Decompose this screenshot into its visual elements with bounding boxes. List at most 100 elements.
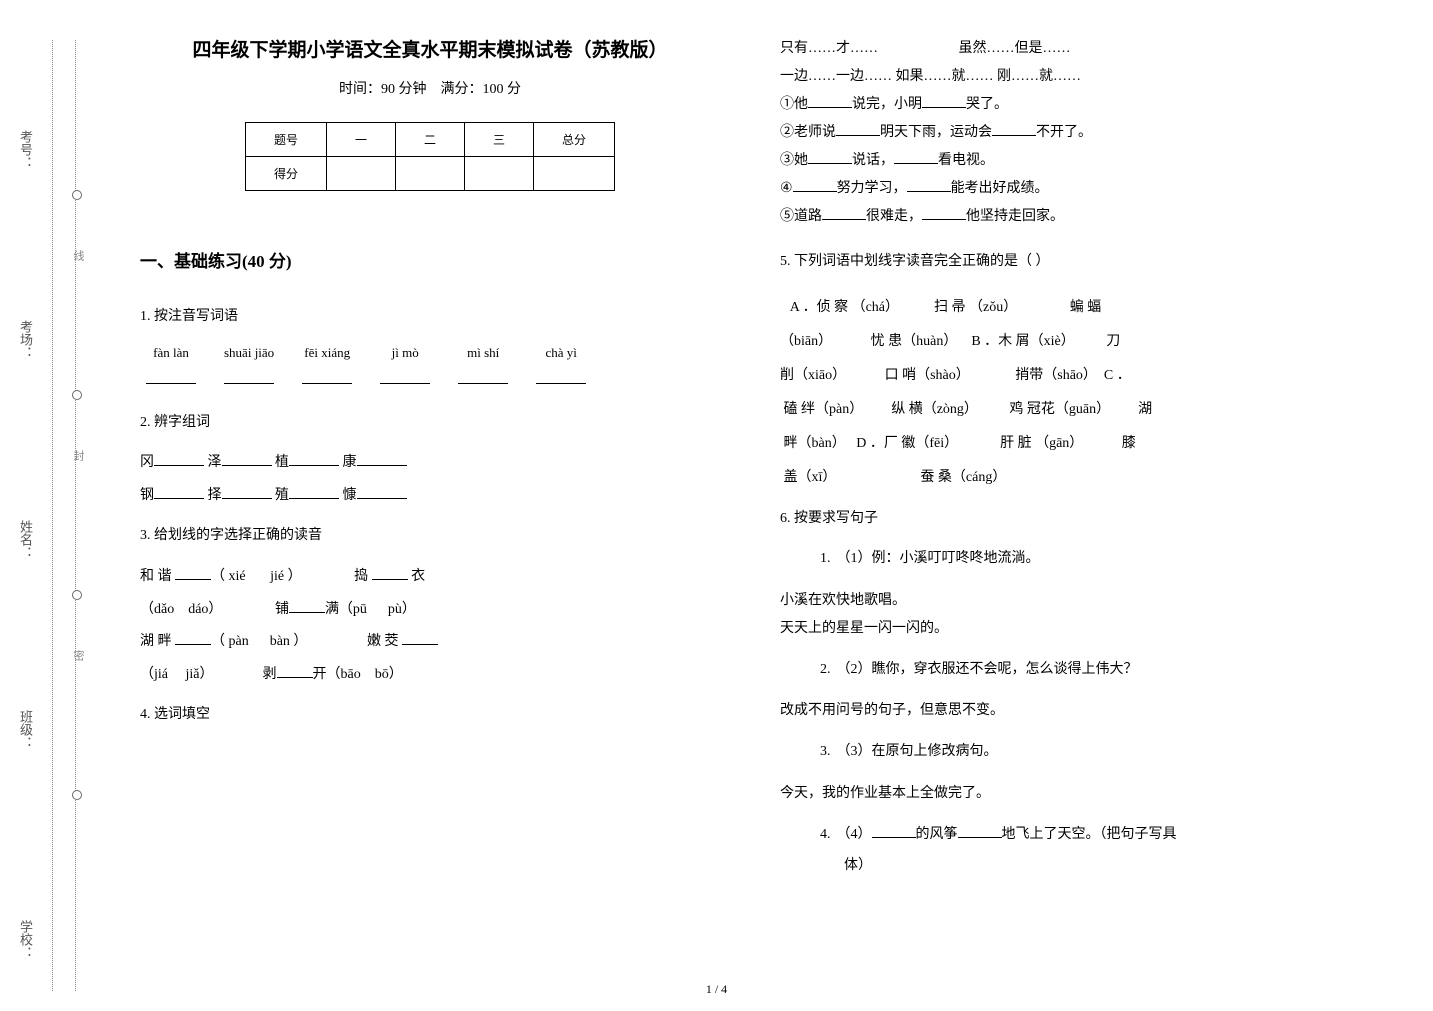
sub-text: （4）	[837, 827, 872, 842]
blank	[536, 367, 586, 384]
char: 慷	[343, 488, 357, 503]
char: 冈	[140, 455, 154, 470]
sent-text: ②老师说	[780, 125, 836, 140]
blank	[808, 149, 852, 164]
blank	[175, 630, 211, 645]
section-title: 一、基础练习(40 分)	[140, 247, 720, 272]
q6-sub3: 3. （3）在原句上修改病句。	[820, 739, 1360, 766]
fold-circle	[72, 390, 82, 400]
blank	[277, 663, 313, 678]
q2-row1: 冈 泽 植 康	[140, 450, 720, 477]
q2-row2: 钢 择 殖 慷	[140, 483, 720, 510]
char: 康	[343, 455, 357, 470]
blank	[289, 484, 339, 499]
blank	[894, 149, 938, 164]
blank	[224, 367, 274, 384]
blank	[836, 121, 880, 136]
margin-label-id: 考号：	[16, 130, 35, 169]
blank	[872, 823, 916, 838]
q6-line4: 今天，我的作业基本上全做完了。	[780, 780, 1360, 808]
q6-line3: 改成不用问号的句子，但意思不变。	[780, 697, 1360, 725]
pinyin-item: fàn làn	[146, 345, 196, 384]
sub-text: （2）瞧你，穿衣服还不会呢，怎么谈得上伟大？	[837, 662, 1138, 677]
blank	[822, 205, 866, 220]
fold-text: 线	[70, 250, 86, 267]
q3-text: 开（bāo bō）	[313, 667, 403, 682]
sub-text: 地飞上了天空。（把句子写具	[1002, 827, 1177, 842]
fold-circle	[72, 790, 82, 800]
time-label: 时间：90 分钟	[339, 82, 427, 97]
sub-text: （3）在原句上修改病句。	[837, 744, 998, 759]
page-subtitle: 时间：90 分钟 满分：100 分	[140, 78, 720, 98]
score-cell	[465, 157, 534, 191]
pinyin-text: fàn làn	[153, 345, 189, 360]
q5-choice-line: 畔（bàn） D ．厂 徽（fēi） 肝 脏 （gān） 膝	[780, 430, 1360, 458]
sent-text: ①他	[780, 97, 808, 112]
q5-choice-line: 磕 绊（pàn） 纵 横（zòng） 鸡 冠花（guān） 湖	[780, 396, 1360, 424]
sub-num: 3.	[820, 744, 831, 759]
fold-line-right	[75, 40, 76, 991]
margin-label-name: 姓名：	[16, 520, 35, 559]
fold-text: 密	[70, 650, 86, 667]
q5-choice-line: A ．侦 察 （chá） 扫 帚 （zǒu） 蝙 蝠	[780, 294, 1360, 322]
blank	[922, 205, 966, 220]
q3-text: 嫩 茭	[307, 634, 402, 649]
sub-text: （1）例：小溪叮叮咚咚地流淌。	[837, 551, 1040, 566]
blank	[907, 177, 951, 192]
pinyin-text: jì mò	[392, 345, 419, 360]
score-header: 三	[465, 123, 534, 157]
score-header: 二	[395, 123, 464, 157]
sent-text: ⑤道路	[780, 209, 822, 224]
q4-sentence: ②老师说明天下雨，运动会不开了。	[780, 119, 1360, 147]
q3-text: 和 谐	[140, 569, 175, 584]
pinyin-text: shuāi jiāo	[224, 345, 274, 360]
binding-margin: 学校： 班级： 姓名： 考场： 考号： 线 封 密	[0, 0, 130, 1011]
q5-label: 5. 下列词语中划线字读音完全正确的是（ ）	[780, 249, 1360, 276]
blank	[922, 93, 966, 108]
pinyin-text: mì shí	[467, 345, 499, 360]
blank	[222, 484, 272, 499]
q3-label: 3. 给划线的字选择正确的读音	[140, 523, 720, 550]
score-cell	[326, 157, 395, 191]
score-header: 题号	[245, 123, 326, 157]
q3-text: （ pàn bàn ）	[211, 634, 307, 649]
page-number: 1 / 4	[706, 982, 727, 997]
full-score-label: 满分：100 分	[441, 82, 522, 97]
score-cell	[534, 157, 615, 191]
blank	[175, 565, 211, 580]
q3-text: （ xié jié ）	[211, 569, 302, 584]
margin-label-class: 班级：	[16, 710, 35, 749]
sub-num: 1.	[820, 551, 831, 566]
q4-sentence: ①他说完，小明哭了。	[780, 91, 1360, 119]
fold-circle	[72, 590, 82, 600]
sub-num: 2.	[820, 662, 831, 677]
score-header: 一	[326, 123, 395, 157]
sent-text: ③她	[780, 153, 808, 168]
q4-sentence: ⑤道路很难走，他坚持走回家。	[780, 203, 1360, 231]
blank	[222, 451, 272, 466]
sub-text: 的风筝	[916, 827, 958, 842]
pinyin-item: mì shí	[458, 345, 508, 384]
sent-text: 不开了。	[1036, 125, 1092, 140]
fold-circle	[72, 190, 82, 200]
sent-text: 哭了。	[966, 97, 1008, 112]
blank	[302, 367, 352, 384]
q1-label: 1. 按注音写词语	[140, 304, 720, 331]
sent-text: 能考出好成绩。	[951, 181, 1049, 196]
score-header: 总分	[534, 123, 615, 157]
page-title: 四年级下学期小学语文全真水平期末模拟试卷（苏教版）	[140, 35, 720, 62]
pinyin-item: chà yì	[536, 345, 586, 384]
q3-text: （dǎo dáo）	[140, 602, 222, 617]
q3-line2: （dǎo dáo） 铺满（pū pù）	[140, 597, 720, 624]
pinyin-item: jì mò	[380, 345, 430, 384]
q5-choice-line: 盖（xī） 蚕 桑（cáng）	[780, 464, 1360, 492]
margin-label-school: 学校：	[16, 920, 35, 959]
q1-row: fàn làn shuāi jiāo fēi xiáng jì mò mì sh…	[146, 345, 720, 384]
table-row: 得分	[245, 157, 614, 191]
sent-text: 他坚持走回家。	[966, 209, 1064, 224]
q4-pattern2: 一边……一边…… 如果……就…… 刚……就……	[780, 63, 1360, 91]
table-row: 题号 一 二 三 总分	[245, 123, 614, 157]
column-left: 四年级下学期小学语文全真水平期末模拟试卷（苏教版） 时间：90 分钟 满分：10…	[140, 35, 720, 1011]
pinyin-text: chà yì	[545, 345, 576, 360]
blank	[146, 367, 196, 384]
